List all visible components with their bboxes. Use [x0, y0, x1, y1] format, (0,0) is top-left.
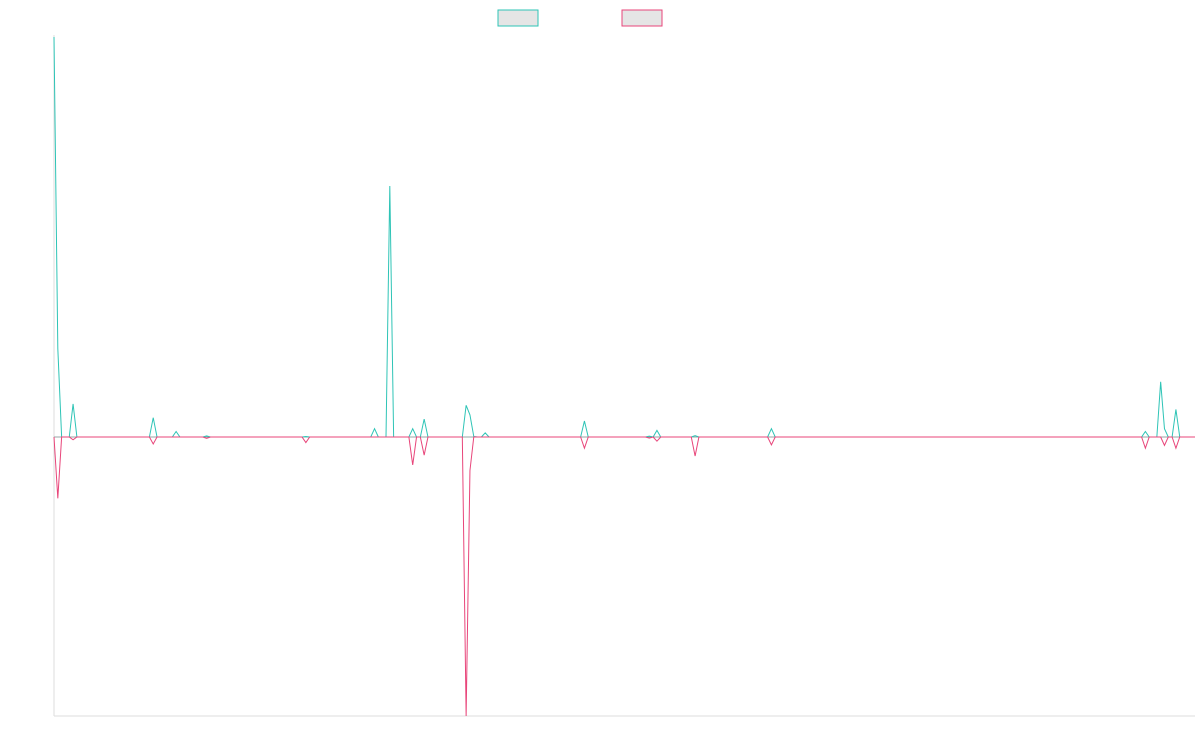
plot-area [53, 36, 1195, 717]
legend-swatch-1[interactable] [497, 9, 539, 27]
axes [53, 35, 1195, 717]
legend-swatch-2[interactable] [621, 9, 663, 27]
series-line-1 [53, 36, 1195, 438]
series-line-2 [53, 436, 1195, 717]
legend [497, 9, 663, 27]
